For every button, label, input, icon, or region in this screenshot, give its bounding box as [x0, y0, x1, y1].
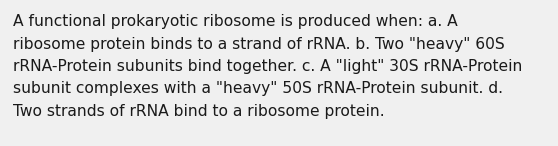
Text: subunit complexes with a "heavy" 50S rRNA-Protein subunit. d.: subunit complexes with a "heavy" 50S rRN… [13, 81, 503, 97]
Text: ribosome protein binds to a strand of rRNA. b. Two "heavy" 60S: ribosome protein binds to a strand of rR… [13, 36, 505, 52]
Text: A functional prokaryotic ribosome is produced when: a. A: A functional prokaryotic ribosome is pro… [13, 14, 458, 29]
Text: Two strands of rRNA bind to a ribosome protein.: Two strands of rRNA bind to a ribosome p… [13, 104, 384, 119]
Text: rRNA-Protein subunits bind together. c. A "light" 30S rRNA-Protein: rRNA-Protein subunits bind together. c. … [13, 59, 522, 74]
